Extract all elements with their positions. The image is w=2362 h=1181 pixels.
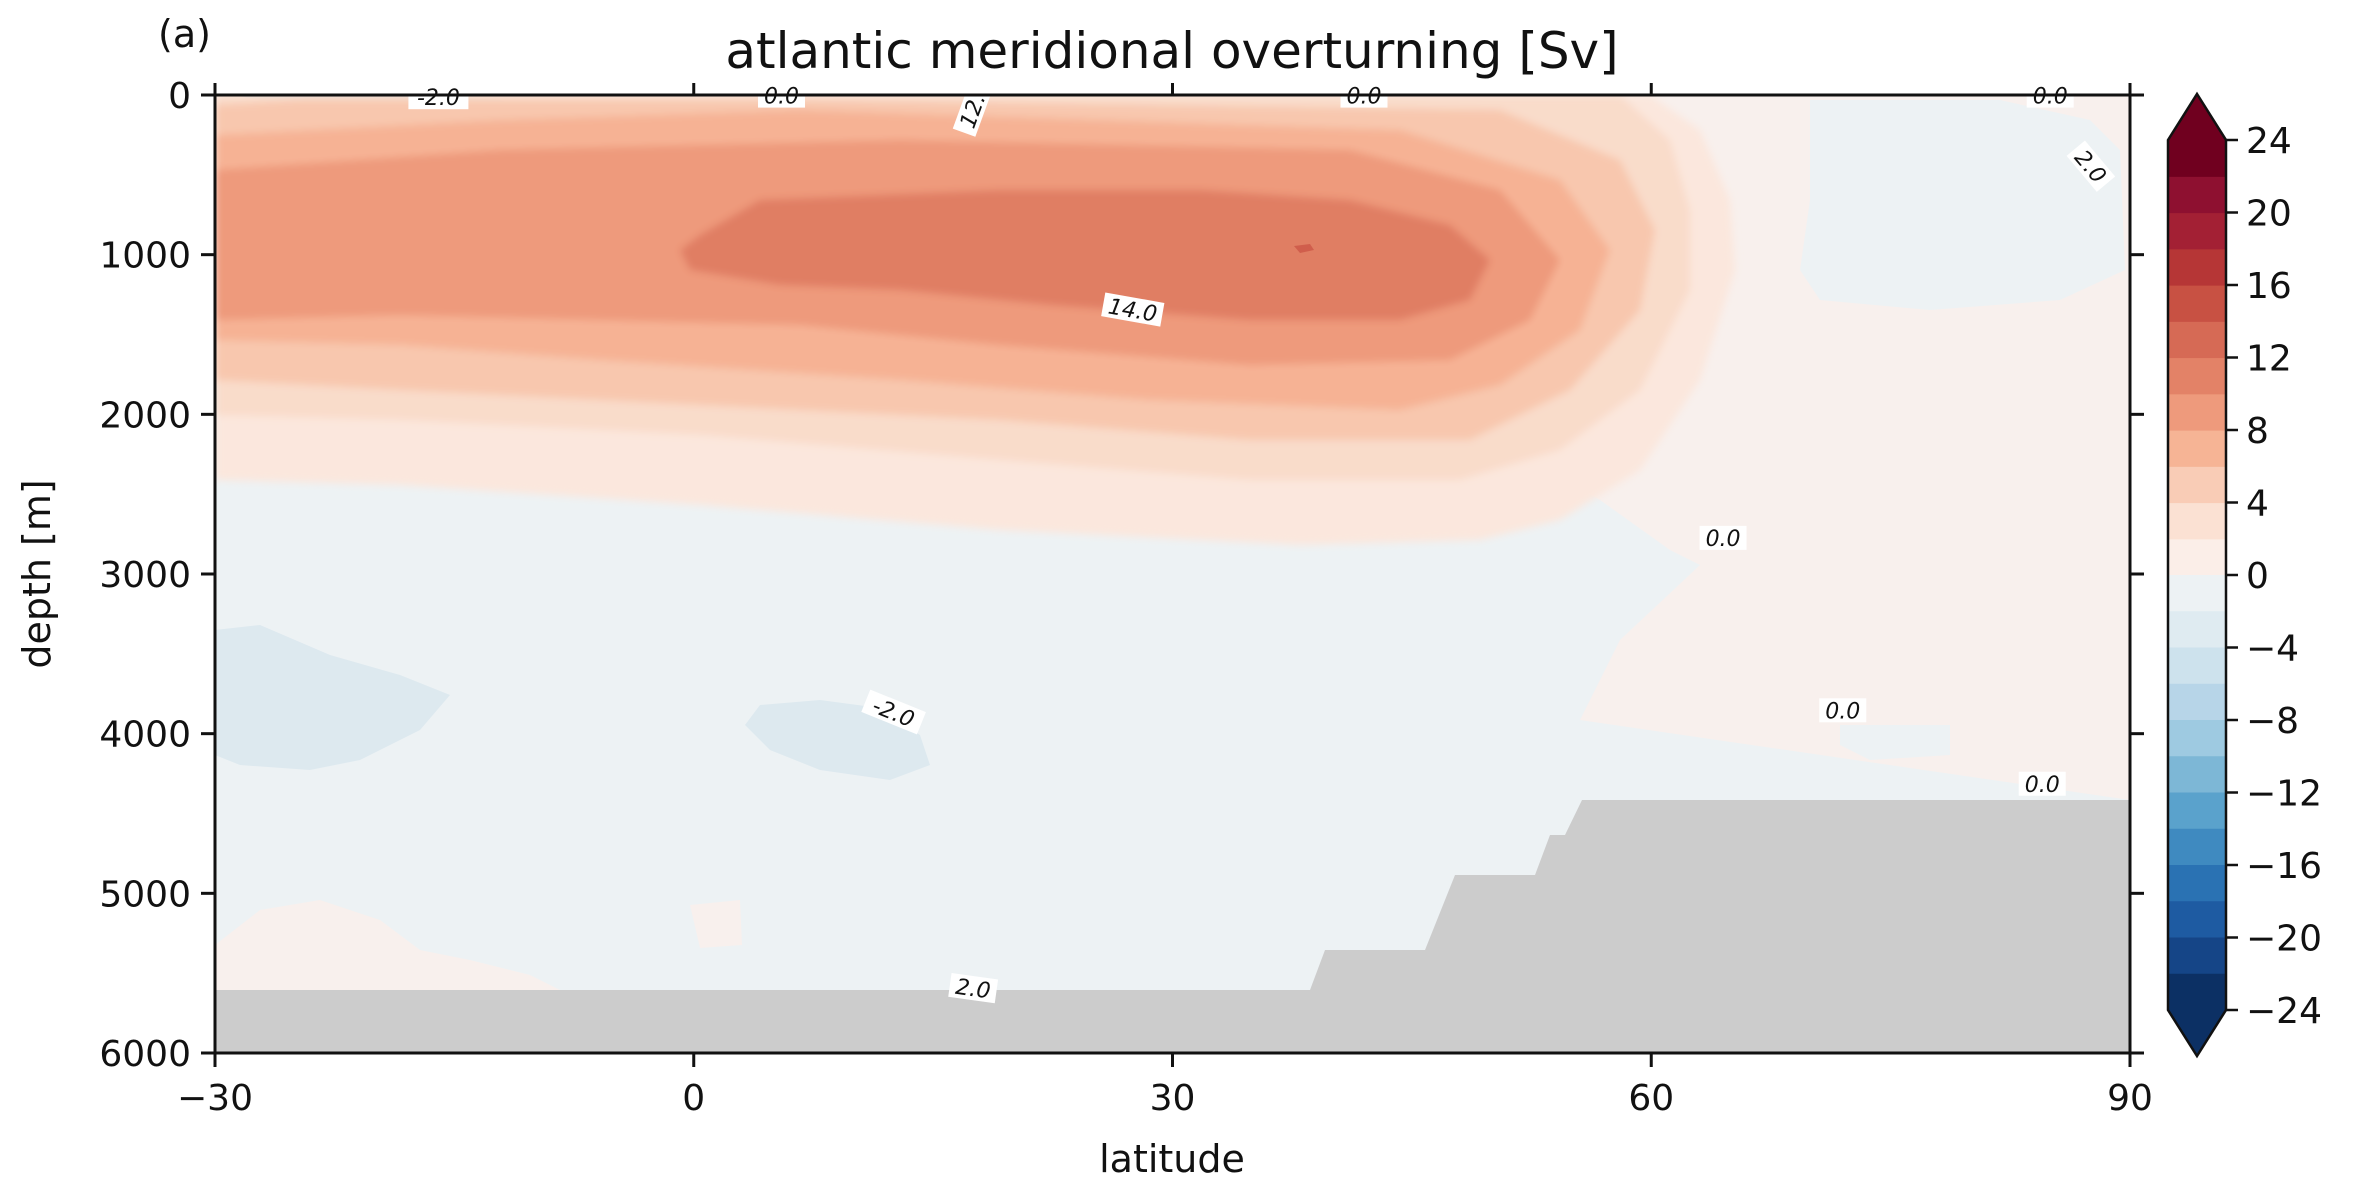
colorbar-segment bbox=[2168, 901, 2226, 939]
contour-fill-14-16-dot bbox=[1294, 244, 1314, 253]
y-tick-label: 0 bbox=[168, 76, 191, 117]
x-tick-label: 0 bbox=[682, 1078, 705, 1119]
colorbar-segment bbox=[2168, 756, 2226, 794]
colorbar-segment bbox=[2168, 647, 2226, 685]
colorbar-tick-label: −8 bbox=[2246, 701, 2299, 742]
contour-label: 0.0 bbox=[1699, 525, 1747, 552]
colorbar-segment bbox=[2168, 502, 2226, 540]
contour-fill-neg-north bbox=[1800, 100, 2125, 310]
contour-label: 0.0 bbox=[1819, 698, 1867, 724]
colorbar-segment bbox=[2168, 466, 2226, 504]
colorbar-tick-label: 20 bbox=[2246, 194, 2292, 235]
colorbar-extend-bottom bbox=[2168, 1010, 2226, 1056]
colorbar-segment bbox=[2168, 937, 2226, 975]
contour-label-bg bbox=[861, 689, 926, 735]
contour-label: 0.0 bbox=[2018, 771, 2066, 798]
colorbar-segment bbox=[2168, 828, 2226, 866]
colorbar-tick-label: 16 bbox=[2246, 266, 2292, 307]
panel-label: (a) bbox=[158, 12, 211, 56]
colorbar-tick-label: −4 bbox=[2246, 629, 2299, 670]
colorbar-tick-label: 0 bbox=[2246, 556, 2269, 597]
contour-label-text: 2.0 bbox=[954, 975, 992, 1005]
contour-label: 2.0 bbox=[948, 972, 999, 1005]
colorbar-segment bbox=[2168, 575, 2226, 612]
x-tick-label: −30 bbox=[177, 1078, 253, 1119]
contour-label-bg bbox=[948, 972, 999, 1004]
colorbar-tick-label: −20 bbox=[2246, 919, 2322, 960]
colorbar-segment bbox=[2168, 393, 2226, 431]
colorbar-segment bbox=[2168, 538, 2226, 576]
colorbar-segment bbox=[2168, 140, 2226, 177]
colorbar-tick-label: 4 bbox=[2246, 484, 2269, 525]
contour-label-text: 0.0 bbox=[1706, 527, 1741, 552]
contour-fill-neg-west bbox=[215, 625, 450, 770]
colorbar-segment bbox=[2168, 212, 2226, 250]
bathymetry-mask bbox=[215, 800, 2130, 1053]
colorbar-tick-label: 24 bbox=[2246, 121, 2292, 162]
colorbar-segment bbox=[2168, 357, 2226, 395]
y-tick-label: 2000 bbox=[99, 395, 191, 436]
contour-label-bg bbox=[952, 84, 992, 137]
colorbar-segment bbox=[2168, 176, 2226, 214]
contour-label-bg bbox=[1101, 292, 1165, 327]
colorbar-tick-label: −12 bbox=[2246, 774, 2322, 815]
y-axis: 0 1000 2000 3000 4000 5000 6000 bbox=[99, 76, 2144, 1075]
y-tick-label: 1000 bbox=[99, 236, 191, 277]
contour-label-text: 0.0 bbox=[2025, 773, 2060, 798]
y-tick-label: 4000 bbox=[99, 715, 191, 756]
contour-label-text: -2.0 bbox=[417, 86, 460, 111]
contour-fill-12-14 bbox=[680, 190, 1490, 320]
contour-label-text: 0.0 bbox=[764, 85, 799, 110]
contour-label-bg bbox=[1699, 525, 1747, 550]
colorbar-segment bbox=[2168, 611, 2226, 649]
contour-label-text: 0.0 bbox=[2033, 85, 2068, 110]
colorbar-segment bbox=[2168, 321, 2226, 359]
x-tick-label: 60 bbox=[1628, 1078, 1674, 1119]
contour-labels: -2.0 0.0 12. 0.0 0.02.014.00.0-2.0 0.00.02.0 bbox=[408, 83, 2116, 1005]
colorbar-segment bbox=[2168, 792, 2226, 830]
x-tick-label: 90 bbox=[2107, 1078, 2153, 1119]
colorbar-segment bbox=[2168, 285, 2226, 322]
colorbar-segment bbox=[2168, 865, 2226, 902]
contour-label: 0.0 bbox=[2026, 83, 2074, 110]
colorbar-segment bbox=[2168, 720, 2226, 757]
x-axis: −30 0 30 60 90 bbox=[177, 83, 2153, 1119]
contour-fill-0-2-pocket bbox=[690, 900, 742, 948]
chart-title: atlantic meridional overturning [Sv] bbox=[725, 22, 1618, 80]
contour-label: 0.0 bbox=[758, 83, 806, 110]
contour-label: -2.0 bbox=[408, 85, 469, 111]
y-axis-label: depth [m] bbox=[15, 479, 59, 668]
contour-label-text: 0.0 bbox=[1825, 699, 1860, 724]
contour-label-bg bbox=[2066, 140, 2116, 192]
contour-label: 0.0 bbox=[1340, 83, 1388, 110]
y-tick-label: 3000 bbox=[99, 555, 191, 596]
contour-label-text: 0.0 bbox=[1347, 85, 1382, 110]
x-axis-label: latitude bbox=[1099, 1137, 1245, 1181]
colorbar: 24 20 16 12 8 4 0 −4 −8 −12 −16 −20 −24 bbox=[2166, 91, 2322, 1059]
colorbar-segment bbox=[2168, 973, 2226, 1011]
colorbar-segment bbox=[2168, 248, 2226, 286]
contour-fill-0-2-abyss bbox=[215, 900, 560, 990]
x-tick-label: 30 bbox=[1150, 1078, 1196, 1119]
colorbar-extend-top bbox=[2168, 94, 2226, 140]
colorbar-tick-label: −24 bbox=[2246, 991, 2322, 1032]
y-tick-label: 5000 bbox=[99, 874, 191, 915]
y-tick-label: 6000 bbox=[99, 1034, 191, 1075]
contour-label-bg bbox=[408, 85, 469, 110]
plot-area bbox=[215, 95, 2130, 1053]
colorbar-tick-label: 8 bbox=[2246, 411, 2269, 452]
contour-fill-neg-deep-north bbox=[1840, 725, 1950, 760]
colorbar-segment bbox=[2168, 683, 2226, 721]
contour-label-bg bbox=[2018, 771, 2066, 796]
colorbar-tick-label: 12 bbox=[2246, 339, 2292, 380]
colorbar-segment bbox=[2168, 430, 2226, 467]
colorbar-tick-label: −16 bbox=[2246, 846, 2322, 887]
contour-label-bg bbox=[1819, 698, 1867, 723]
